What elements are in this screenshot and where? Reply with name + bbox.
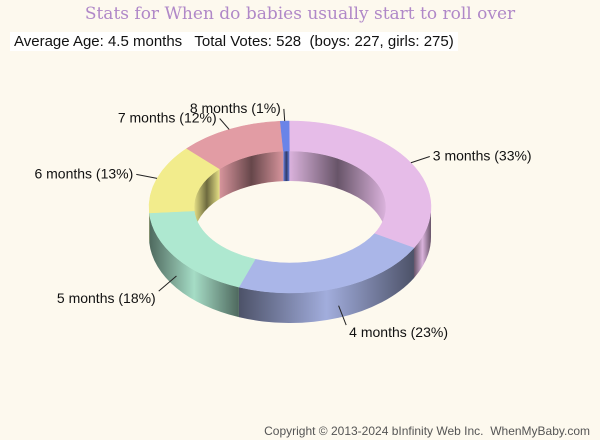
slice-label-3-months: 3 months (33%) (433, 148, 532, 164)
slice-label-6-months: 6 months (13%) (34, 165, 133, 181)
slice-outer-shade-3-months-0 (413, 207, 431, 278)
copyright-text: Copyright © 2013-2024 bInfinity Web Inc.… (264, 424, 590, 438)
slice-3-months (288, 120, 432, 249)
inner-side-layer (194, 150, 386, 237)
gender-breakdown: (boys: 227, girls: 275) (309, 33, 454, 50)
leader-line-3-months (410, 156, 430, 164)
slice-inner-shade-8-months-0 (283, 151, 290, 182)
slice-label-7-months: 7 months (12%) (118, 110, 217, 126)
page-title: Stats for When do babies usually start t… (84, 4, 516, 24)
slice-label-4-months: 4 months (23%) (349, 324, 448, 340)
average-age: Average Age: 4.5 months (14, 33, 183, 50)
slice-outer-shade-5-months-0 (149, 212, 239, 318)
top-face-layer (148, 120, 432, 294)
slice-label-5-months: 5 months (18%) (57, 290, 156, 306)
slice-8-months (279, 120, 290, 152)
slice-inner-shade-3-months-0 (289, 150, 386, 237)
slice-outer-shade-4-months-0 (238, 247, 414, 324)
stats-summary: Average Age: 4.5 months Total Votes: 528… (10, 32, 458, 51)
leader-line-7-months (219, 118, 230, 130)
leader-line-4-months (338, 305, 347, 326)
labels-layer: 3 months (33%) 4 months (23%) 5 months (18… (34, 100, 531, 340)
leader-line-6-months (136, 173, 158, 179)
leader-line-8-months (283, 108, 286, 122)
slice-inner-shade-6-months-0 (194, 168, 220, 237)
leader-line-5-months (158, 275, 177, 292)
outer-side-layer (149, 207, 431, 324)
slice-label-8-months: 8 months (1%) (190, 100, 281, 116)
slice-inner-shade-7-months-0 (219, 151, 284, 199)
total-votes: Total Votes: 528 (194, 33, 302, 50)
